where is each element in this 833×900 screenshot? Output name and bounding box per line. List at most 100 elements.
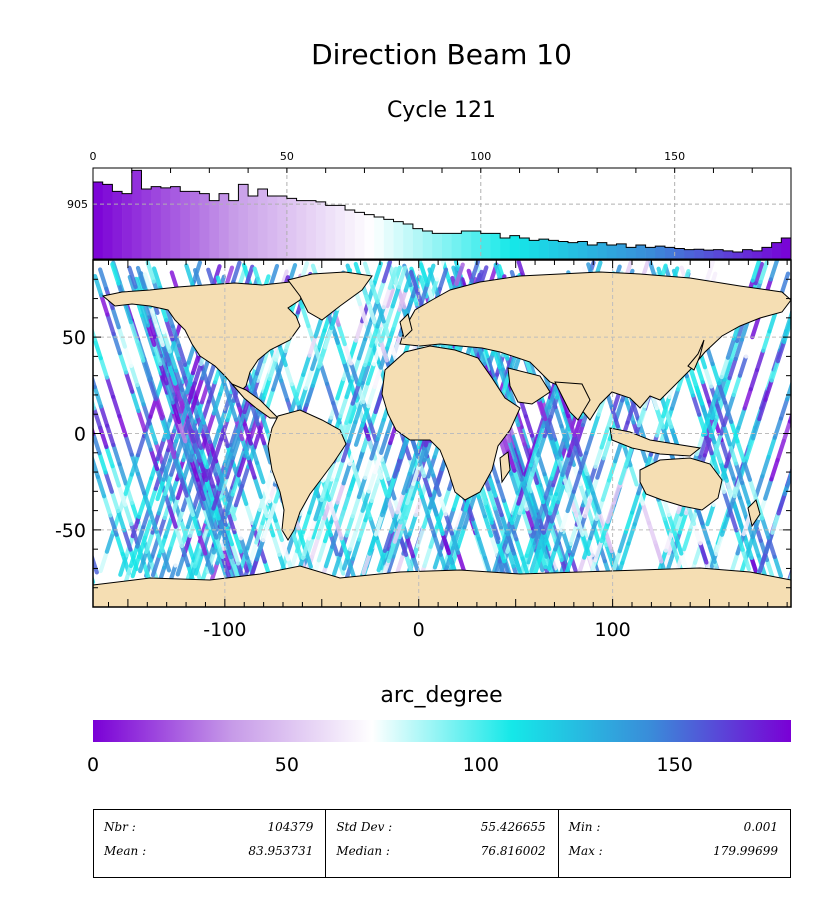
track-segment bbox=[335, 377, 346, 401]
track-segment bbox=[617, 529, 629, 554]
track-segment bbox=[584, 471, 596, 496]
track-segment bbox=[392, 455, 403, 479]
track-segment bbox=[713, 532, 725, 557]
track-segment bbox=[109, 489, 121, 514]
track-segment bbox=[195, 486, 207, 511]
track-segment bbox=[703, 431, 714, 456]
track-segment bbox=[205, 411, 216, 435]
track-segment bbox=[553, 528, 564, 552]
track-segment bbox=[353, 400, 364, 425]
track-segment bbox=[779, 271, 791, 295]
track-segment bbox=[357, 302, 369, 326]
track-segment bbox=[325, 459, 337, 483]
track-segment bbox=[249, 402, 260, 427]
track-segment bbox=[798, 273, 804, 292]
histogram-bar bbox=[451, 233, 462, 259]
map-y-tick-label: 0 bbox=[74, 424, 86, 446]
track-segment bbox=[22, 341, 28, 360]
landmass-south-america bbox=[267, 409, 347, 541]
histogram-bar bbox=[713, 249, 724, 259]
track-segment bbox=[487, 474, 498, 498]
track-segment bbox=[369, 437, 380, 461]
track-segment bbox=[350, 537, 362, 561]
track-segment bbox=[744, 535, 755, 559]
map-x-tick-label: 0 bbox=[413, 619, 425, 641]
track-segment bbox=[451, 526, 462, 551]
track-segment bbox=[29, 360, 35, 379]
track-segment bbox=[387, 338, 399, 363]
track-segment bbox=[128, 544, 140, 569]
track-segment bbox=[340, 439, 352, 463]
track-segment bbox=[231, 260, 242, 285]
track-segment bbox=[398, 435, 410, 460]
track-segment bbox=[457, 507, 468, 531]
track-segment bbox=[166, 362, 178, 386]
track-segment bbox=[70, 262, 76, 281]
histogram-bar bbox=[102, 184, 113, 259]
histogram-bar bbox=[568, 242, 579, 259]
track-segment bbox=[223, 522, 235, 547]
histogram-bar bbox=[732, 252, 743, 259]
track-segment bbox=[41, 399, 47, 418]
track-segment bbox=[600, 478, 612, 502]
track-segment bbox=[173, 381, 184, 405]
stat-value: 104379 bbox=[267, 820, 314, 834]
track-segment bbox=[363, 456, 374, 480]
track-segment bbox=[706, 420, 717, 445]
track-segment bbox=[332, 552, 343, 577]
track-segment bbox=[510, 501, 521, 526]
track-segment bbox=[207, 516, 219, 540]
colorbar-label: arc_degree bbox=[380, 683, 503, 708]
track-segment bbox=[111, 442, 122, 467]
track-segment bbox=[556, 540, 568, 565]
track-segment bbox=[313, 314, 324, 339]
histogram-bar bbox=[141, 189, 152, 259]
track-segment bbox=[190, 351, 202, 376]
track-segment bbox=[802, 364, 808, 383]
track-segment bbox=[289, 382, 301, 406]
stat-label: Min : bbox=[568, 820, 601, 834]
track-segment bbox=[57, 293, 63, 312]
track-segment bbox=[668, 536, 680, 560]
track-segment bbox=[766, 435, 777, 460]
track-segment bbox=[748, 367, 760, 392]
track-segment bbox=[105, 423, 116, 448]
track-segment bbox=[221, 379, 232, 403]
track-segment bbox=[753, 261, 764, 286]
track-segment bbox=[223, 448, 235, 473]
track-segment bbox=[268, 263, 280, 288]
track-segment bbox=[772, 554, 784, 579]
track-segment bbox=[117, 351, 129, 375]
track-segment bbox=[30, 265, 36, 284]
track-segment bbox=[788, 467, 791, 477]
histogram-bar bbox=[781, 238, 792, 259]
track-segment bbox=[142, 491, 153, 515]
track-segment bbox=[98, 356, 110, 380]
track-segment bbox=[170, 400, 182, 425]
track-segment bbox=[324, 381, 336, 406]
track-segment bbox=[440, 531, 451, 556]
track-segment bbox=[196, 469, 207, 494]
track-segment bbox=[690, 393, 702, 417]
histogram-bar bbox=[325, 205, 336, 259]
track-segment bbox=[724, 478, 736, 503]
track-segment bbox=[806, 409, 812, 428]
track-segment bbox=[553, 404, 564, 429]
track-segment bbox=[191, 439, 203, 463]
histogram-y-tick-label: 905 bbox=[67, 198, 88, 211]
track-segment bbox=[150, 553, 162, 578]
track-segment bbox=[347, 442, 359, 467]
track-segment bbox=[517, 491, 529, 516]
track-segment bbox=[183, 439, 194, 463]
track-segment bbox=[691, 521, 703, 546]
track-segment bbox=[228, 423, 240, 448]
track-segment bbox=[155, 477, 166, 502]
track-segment bbox=[628, 462, 639, 487]
track-segment bbox=[733, 337, 744, 362]
track-segment bbox=[341, 461, 352, 486]
track-segment bbox=[170, 337, 181, 361]
track-segment bbox=[189, 467, 201, 492]
track-segment bbox=[611, 481, 623, 505]
track-segment bbox=[156, 491, 168, 516]
track-segment bbox=[25, 370, 31, 389]
